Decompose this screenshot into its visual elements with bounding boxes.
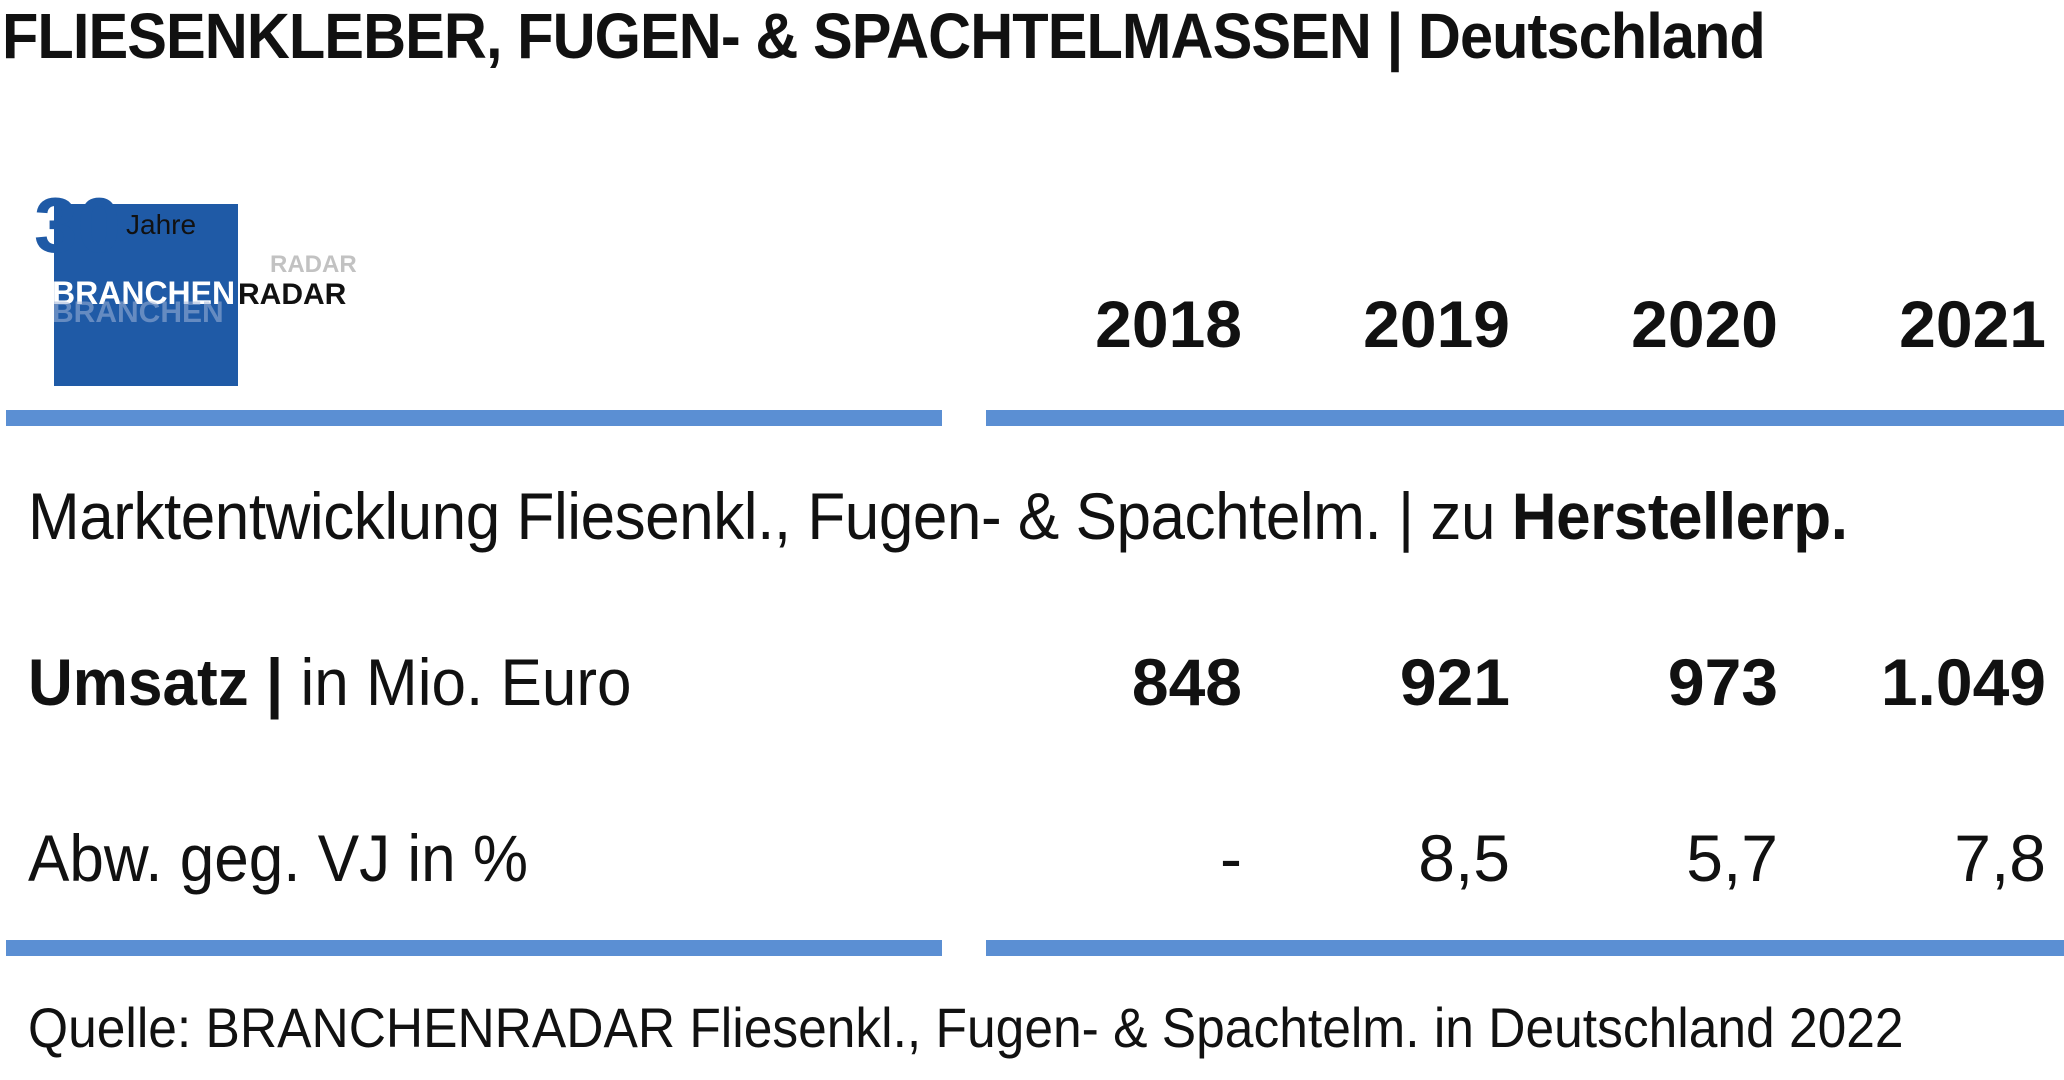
logo-jahre: Jahre — [126, 209, 196, 240]
column-header-2018: 2018 — [1095, 287, 1242, 361]
logo-number: 30 — [34, 181, 121, 269]
table-cell-umsatz-2019: 921 — [1399, 645, 1510, 719]
table-cell-umsatz-2021: 1.049 — [1880, 645, 2046, 719]
row-label-abweichung: Abw. geg. VJ in % — [28, 818, 528, 898]
table-cell-umsatz-2018: 848 — [1131, 645, 1242, 719]
header-rule-left — [6, 410, 942, 426]
table-cell-umsatz-2020: 973 — [1667, 645, 1778, 719]
column-header-2021: 2021 — [1899, 287, 2046, 361]
table-subtitle: Marktentwicklung Fliesenkl., Fugen- & Sp… — [28, 476, 1848, 556]
table-cell-abweichung-2021: 7,8 — [1954, 821, 2046, 895]
logo-brand-left: BRANCHEN — [52, 275, 235, 311]
source-note: Quelle: BRANCHENRADAR Fliesenkl., Fugen-… — [28, 996, 1904, 1059]
footer-rule-right — [986, 940, 2064, 956]
branchenradar-logo: 30 Jahre BRANCHEN RADAR BRANCHEN RADAR — [34, 181, 357, 386]
row-label-abweichung-text: Abw. geg. VJ in % — [28, 821, 529, 895]
header-rule-right — [986, 410, 2064, 426]
table-subtitle-text: Marktentwicklung Fliesenkl., Fugen- & Sp… — [28, 479, 1512, 553]
logo-brand-right: RADAR — [238, 278, 347, 311]
column-header-2019: 2019 — [1363, 287, 1510, 361]
table-subtitle-emphasis: Herstellerp. — [1511, 479, 1848, 553]
row-label-umsatz-bold: Umsatz | — [28, 645, 284, 719]
footer-rule-left — [6, 940, 942, 956]
logo-brand-echo: BRANCHEN — [52, 296, 224, 329]
table-cell-abweichung-2019: 8,5 — [1418, 821, 1510, 895]
row-label-umsatz-unit: in Mio. Euro — [283, 645, 632, 719]
logo-radar-echo: RADAR — [270, 251, 357, 278]
page-title: FLIESENKLEBER, FUGEN- & SPACHTELMASSEN |… — [2, 0, 1766, 72]
table-cell-abweichung-2020: 5,7 — [1686, 821, 1778, 895]
row-label-umsatz: Umsatz | in Mio. Euro — [28, 642, 632, 722]
column-header-2020: 2020 — [1631, 287, 1778, 361]
table-cell-abweichung-2018: - — [1220, 821, 1242, 895]
